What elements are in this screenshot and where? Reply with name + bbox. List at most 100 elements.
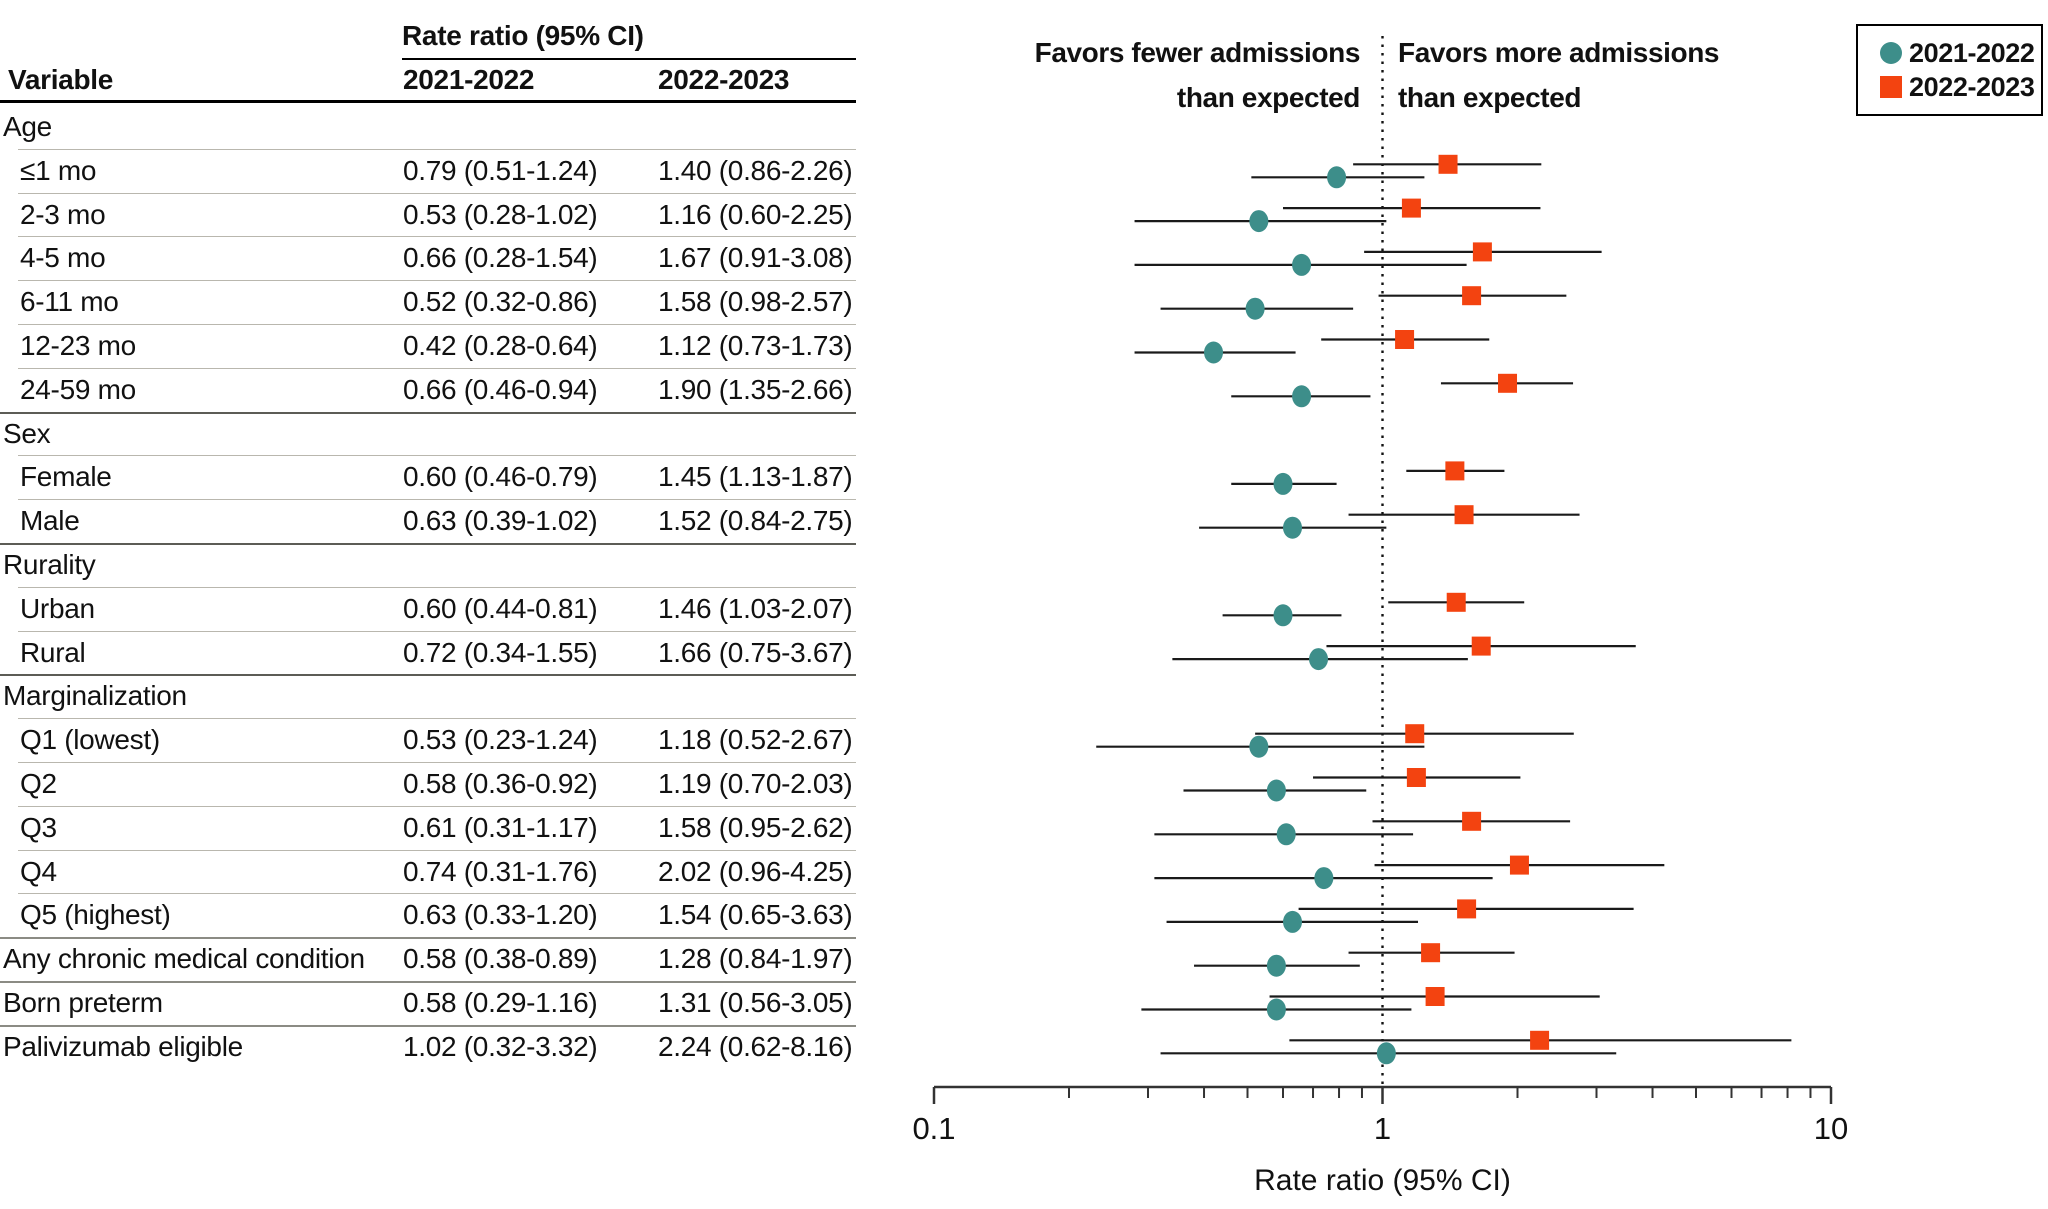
- row-separator: [18, 630, 856, 632]
- row-separator: [18, 586, 856, 588]
- point-marker-square: [1462, 286, 1482, 306]
- rr-value-2022-2023: 1.45 (1.13-1.87): [658, 461, 853, 493]
- row-label: Any chronic medical condition: [3, 943, 365, 975]
- point-marker-square: [1530, 1030, 1550, 1050]
- row-separator: [18, 367, 856, 369]
- point-marker-square: [1446, 592, 1466, 612]
- row-separator: [18, 455, 856, 457]
- point-marker-circle: [1276, 823, 1296, 846]
- rr-value-2022-2023: 1.66 (0.75-3.67): [658, 636, 853, 668]
- point-marker-square: [1471, 636, 1491, 656]
- point-marker-square: [1405, 724, 1425, 744]
- row-separator: [18, 805, 856, 807]
- row-separator: [18, 280, 856, 282]
- rr-value-2021-2022: 0.63 (0.39-1.02): [403, 505, 598, 537]
- table-row: 2-3 mo 0.53 (0.28-1.02) 1.16 (0.60-2.25): [0, 192, 856, 237]
- row-separator: [18, 718, 856, 720]
- point-marker-circle: [1314, 867, 1334, 890]
- rr-value-2021-2022: 0.60 (0.44-0.81): [403, 592, 598, 624]
- table-row: Q2 0.58 (0.36-0.92) 1.19 (0.70-2.03): [0, 762, 856, 806]
- table-row: 4-5 mo 0.66 (0.28-1.54) 1.67 (0.91-3.08): [0, 236, 856, 280]
- row-label: ≤1 mo: [20, 154, 97, 186]
- point-marker-circle: [1283, 516, 1303, 539]
- row-label: Q4: [20, 855, 57, 887]
- legend: 2021-2022 2022-2023: [1856, 24, 2043, 116]
- row-separator: [0, 981, 856, 983]
- rr-value-2021-2022: 0.72 (0.34-1.55): [403, 636, 598, 668]
- table-row: Urban 0.60 (0.44-0.81) 1.46 (1.03-2.07): [0, 586, 856, 631]
- table-row: Palivizumab eligible 1.02 (0.32-3.32) 2.24…: [0, 1024, 856, 1069]
- point-marker-square: [1457, 899, 1477, 919]
- point-marker-square: [1462, 811, 1482, 831]
- point-marker-square: [1425, 987, 1445, 1006]
- row-label: 12-23 mo: [20, 330, 136, 361]
- row-separator: [18, 324, 856, 325]
- rr-value-2022-2023: 1.19 (0.70-2.03): [658, 768, 853, 799]
- table-row: Q3 0.61 (0.31-1.17) 1.58 (0.95-2.62): [0, 805, 856, 850]
- rr-value-2021-2022: 0.58 (0.29-1.16): [403, 987, 598, 1018]
- rr-value-2021-2022: 0.42 (0.28-0.64): [403, 330, 598, 361]
- point-marker-square: [1472, 242, 1492, 262]
- annotation-favors-more-line2: than expected: [1398, 82, 1582, 113]
- row-label: Born preterm: [3, 987, 163, 1018]
- point-marker-square: [1445, 461, 1465, 481]
- row-label: 4-5 mo: [20, 242, 106, 274]
- point-marker-circle: [1309, 648, 1329, 671]
- row-separator: [0, 411, 856, 414]
- table-row: 24-59 mo 0.66 (0.46-0.94) 1.90 (1.35-2.66): [0, 367, 856, 412]
- rr-value-2022-2023: 2.02 (0.96-4.25): [658, 855, 853, 887]
- table-row: Female 0.60 (0.46-0.79) 1.45 (1.13-1.87): [0, 455, 856, 499]
- table-group-row: Sex: [0, 411, 856, 456]
- x-tick-label: 0.1: [912, 1111, 955, 1146]
- row-label: Q3: [20, 811, 57, 843]
- table-row: Q5 (highest) 0.63 (0.33-1.20) 1.54 (0.65-3…: [0, 893, 856, 937]
- rr-value-2021-2022: 0.66 (0.46-0.94): [403, 373, 598, 405]
- rr-value-2021-2022: 0.63 (0.33-1.20): [403, 899, 598, 931]
- table-row: 12-23 mo 0.42 (0.28-0.64) 1.12 (0.73-1.73): [0, 324, 856, 368]
- x-tick-label: 10: [1814, 1111, 1848, 1146]
- point-marker-circle: [1249, 210, 1269, 233]
- rr-value-2022-2023: 1.28 (0.84-1.97): [658, 943, 853, 975]
- rr-value-2022-2023: 1.31 (0.56-3.05): [658, 987, 853, 1018]
- point-marker-circle: [1292, 385, 1312, 408]
- point-marker-circle: [1266, 954, 1286, 977]
- row-label: Male: [20, 505, 80, 537]
- row-separator: [18, 148, 856, 150]
- point-marker-square: [1395, 330, 1415, 349]
- row-separator: [0, 937, 856, 940]
- row-separator: [0, 674, 856, 677]
- x-axis-title: Rate ratio (95% CI): [1254, 1164, 1511, 1197]
- rr-value-2022-2023: 1.58 (0.98-2.57): [658, 286, 853, 318]
- rr-value-2021-2022: 0.53 (0.28-1.02): [403, 198, 598, 230]
- point-marker-square: [1509, 855, 1529, 875]
- row-separator: [18, 762, 856, 763]
- rr-value-2022-2023: 1.52 (0.84-2.75): [658, 505, 853, 537]
- rr-value-2021-2022: 1.02 (0.32-3.32): [403, 1030, 598, 1062]
- legend-entry-2022-2023: 2022-2023: [1880, 70, 2041, 104]
- column-header-variable: Variable: [8, 64, 114, 95]
- table-spanner-header: Rate ratio (95% CI): [402, 20, 644, 51]
- point-marker-square: [1421, 943, 1441, 963]
- row-separator: [18, 236, 856, 238]
- annotation-favors-fewer-line2: than expected: [1176, 82, 1360, 113]
- legend-entry-2021-2022: 2021-2022: [1880, 36, 2041, 70]
- table-row: Born preterm 0.58 (0.29-1.16) 1.31 (0.56-3…: [0, 981, 856, 1025]
- column-header-2021-2022: 2021-2022: [403, 64, 535, 95]
- row-separator: [18, 893, 856, 895]
- annotation-favors-fewer-line1: Favors fewer admissions: [1034, 37, 1361, 68]
- point-marker-circle: [1249, 735, 1269, 758]
- rr-value-2022-2023: 1.54 (0.65-3.63): [658, 899, 853, 931]
- annotation-favors-more: Favors more admissions than expected: [1398, 30, 1720, 120]
- rr-value-2021-2022: 0.74 (0.31-1.76): [403, 855, 598, 887]
- point-marker-circle: [1327, 166, 1347, 189]
- rr-value-2022-2023: 1.90 (1.35-2.66): [658, 373, 853, 405]
- row-label: Q1 (lowest): [20, 724, 160, 756]
- point-marker-square: [1401, 198, 1421, 218]
- rr-value-2022-2023: 1.58 (0.95-2.62): [658, 811, 853, 843]
- table-row: ≤1 mo 0.79 (0.51-1.24) 1.40 (0.86-2.26): [0, 148, 856, 193]
- annotation-favors-more-line1: Favors more admissions: [1398, 37, 1720, 68]
- rr-value-2021-2022: 0.52 (0.32-0.86): [403, 286, 598, 318]
- point-marker-circle: [1245, 297, 1265, 320]
